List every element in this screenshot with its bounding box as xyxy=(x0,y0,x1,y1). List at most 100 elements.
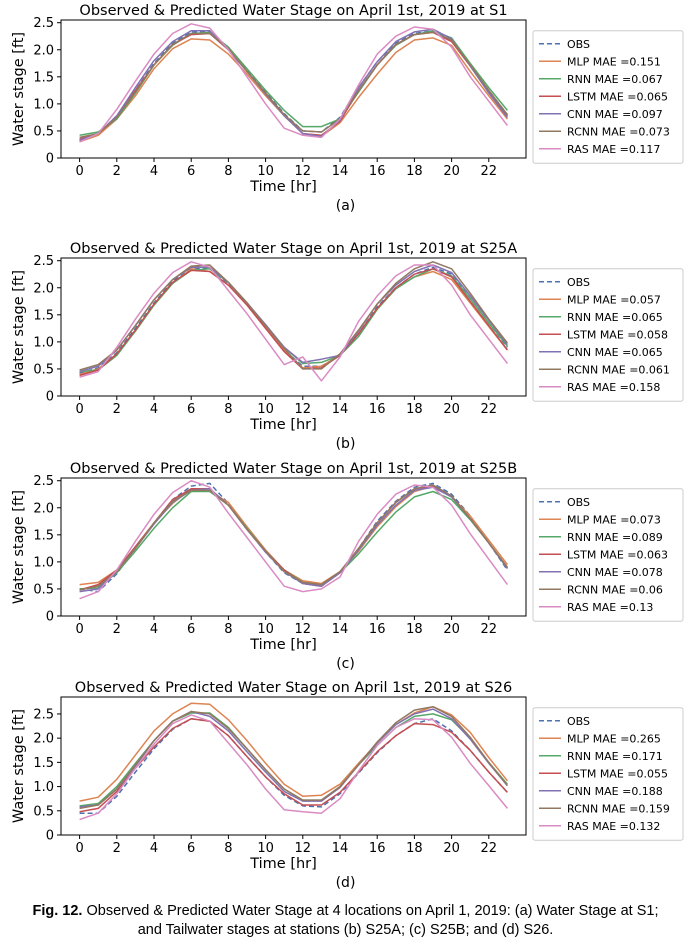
x-tick-label: 18 xyxy=(406,622,423,637)
chart-title: Observed & Predicted Water Stage on Apri… xyxy=(70,241,517,257)
caption-text: Observed & Predicted Water Stage at 4 lo… xyxy=(82,903,659,938)
y-tick-label: 2.5 xyxy=(33,707,54,722)
legend-box xyxy=(532,30,684,164)
legend-label-lstm: LSTM MAE =0.055 xyxy=(567,767,668,780)
legend-label-lstm: LSTM MAE =0.063 xyxy=(567,548,668,561)
legend: OBS MLP MAE =0.057 RNN MAE =0.065 LSTM MAE … xyxy=(532,268,684,402)
x-tick-label: 12 xyxy=(295,402,312,417)
x-tick-label: 22 xyxy=(481,402,498,417)
x-tick-label: 4 xyxy=(150,622,158,637)
legend-label-lstm: LSTM MAE =0.058 xyxy=(567,328,668,341)
y-tick-label: 2.0 xyxy=(33,281,54,296)
caption-label: Fig. 12. xyxy=(32,903,83,919)
legend-label-rnn: RNN MAE =0.065 xyxy=(567,311,663,324)
y-axis-label: Water stage [ft] xyxy=(11,709,27,823)
x-tick-label: 2 xyxy=(113,402,121,417)
x-tick-label: 0 xyxy=(75,841,83,856)
x-axis-label: Time [hr] xyxy=(249,417,317,433)
y-tick-label: 2.5 xyxy=(33,16,54,31)
charts-canvas: Observed & Predicted Water Stage on Apri… xyxy=(11,3,684,872)
figure-caption: Fig. 12. Observed & Predicted Water Stag… xyxy=(20,902,671,940)
x-tick-label: 20 xyxy=(443,402,460,417)
x-tick-label: 6 xyxy=(187,402,195,417)
x-tick-label: 2 xyxy=(113,841,121,856)
x-tick-label: 6 xyxy=(187,841,195,856)
legend-label-ras: RAS MAE =0.13 xyxy=(567,601,653,614)
chart-title: Observed & Predicted Water Stage on Apri… xyxy=(75,680,512,696)
legend-label-rnn: RNN MAE =0.089 xyxy=(567,531,663,544)
x-tick-label: 0 xyxy=(75,622,83,637)
x-axis-label: Time [hr] xyxy=(249,637,317,653)
y-tick-label: 0 xyxy=(46,390,54,405)
series-line-ras xyxy=(79,714,508,821)
y-tick-label: 1.0 xyxy=(33,335,54,350)
x-tick-label: 0 xyxy=(75,402,83,417)
chart-panel-1: Observed & Predicted Water Stage on Apri… xyxy=(11,3,684,195)
legend-label-ras: RAS MAE =0.132 xyxy=(567,820,660,833)
chart-panel-3: Observed & Predicted Water Stage on Apri… xyxy=(11,461,684,653)
y-tick-label: 1.5 xyxy=(33,308,54,323)
x-tick-label: 18 xyxy=(406,164,423,179)
x-tick-label: 8 xyxy=(224,841,232,856)
x-tick-label: 4 xyxy=(150,164,158,179)
legend-label-obs: OBS xyxy=(567,715,590,728)
x-tick-label: 4 xyxy=(150,402,158,417)
y-tick-label: 2.0 xyxy=(33,732,54,747)
legend-label-mlp: MLP MAE =0.151 xyxy=(567,55,661,68)
x-tick-label: 10 xyxy=(257,164,274,179)
y-tick-label: 2.5 xyxy=(33,254,54,269)
x-tick-label: 16 xyxy=(369,164,386,179)
x-tick-label: 14 xyxy=(332,841,349,856)
legend-label-obs: OBS xyxy=(567,496,590,509)
x-tick-label: 12 xyxy=(295,841,312,856)
legend-label-mlp: MLP MAE =0.073 xyxy=(567,513,661,526)
y-tick-label: 0.5 xyxy=(33,124,54,139)
x-tick-label: 22 xyxy=(481,622,498,637)
y-tick-label: 2.5 xyxy=(33,474,54,489)
chart-title: Observed & Predicted Water Stage on Apri… xyxy=(70,461,517,477)
y-axis-label: Water stage [ft] xyxy=(11,32,27,146)
series-line-rcnn xyxy=(79,484,508,591)
chart-title: Observed & Predicted Water Stage on Apri… xyxy=(79,3,507,19)
y-tick-label: 0 xyxy=(46,610,54,625)
legend: OBS MLP MAE =0.151 RNN MAE =0.067 LSTM MAE … xyxy=(532,30,684,164)
x-tick-label: 22 xyxy=(481,164,498,179)
x-tick-label: 14 xyxy=(332,164,349,179)
y-tick-label: 1.5 xyxy=(33,756,54,771)
panel-label-c: (c) xyxy=(336,656,355,672)
legend-label-rnn: RNN MAE =0.067 xyxy=(567,73,663,86)
series-line-lstm xyxy=(79,718,508,813)
x-tick-label: 2 xyxy=(113,622,121,637)
legend: OBS MLP MAE =0.073 RNN MAE =0.089 LSTM MAE … xyxy=(532,488,684,622)
y-tick-label: 2.0 xyxy=(33,43,54,58)
x-tick-label: 2 xyxy=(113,164,121,179)
x-axis-label: Time [hr] xyxy=(249,179,317,195)
legend-label-cnn: CNN MAE =0.065 xyxy=(567,346,663,359)
x-tick-label: 8 xyxy=(224,164,232,179)
legend-label-lstm: LSTM MAE =0.065 xyxy=(567,90,668,103)
x-tick-label: 10 xyxy=(257,622,274,637)
x-tick-label: 14 xyxy=(332,402,349,417)
legend-label-rcnn: RCNN MAE =0.061 xyxy=(567,363,670,376)
x-tick-label: 0 xyxy=(75,164,83,179)
x-tick-label: 12 xyxy=(295,164,312,179)
series-line-rcnn xyxy=(79,705,508,810)
x-tick-label: 18 xyxy=(406,841,423,856)
series-line-mlp xyxy=(79,37,508,143)
y-tick-label: 2.0 xyxy=(33,501,54,516)
legend-label-obs: OBS xyxy=(567,276,590,289)
y-tick-label: 0 xyxy=(46,829,54,844)
legend-label-ras: RAS MAE =0.117 xyxy=(567,143,660,156)
legend-label-rcnn: RCNN MAE =0.06 xyxy=(567,583,663,596)
y-tick-label: 0 xyxy=(46,152,54,167)
y-axis-label: Water stage [ft] xyxy=(11,270,27,384)
legend-label-mlp: MLP MAE =0.265 xyxy=(567,732,661,745)
series-line-cnn xyxy=(79,28,508,141)
legend-label-rnn: RNN MAE =0.171 xyxy=(567,750,663,763)
y-tick-label: 1.0 xyxy=(33,97,54,112)
legend: OBS MLP MAE =0.265 RNN MAE =0.171 LSTM MAE … xyxy=(532,707,684,841)
x-tick-label: 6 xyxy=(187,622,195,637)
panel-label-b: (b) xyxy=(335,436,356,452)
plot-frame xyxy=(60,477,527,617)
